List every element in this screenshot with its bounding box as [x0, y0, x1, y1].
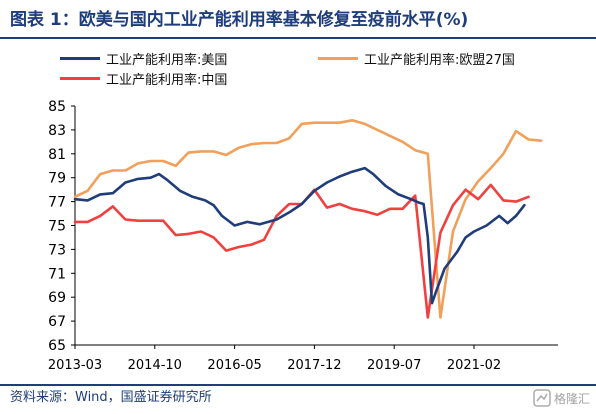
legend-swatch-cn — [60, 76, 100, 80]
x-tick-label: 2013-03 — [48, 358, 102, 373]
series-line-us — [73, 166, 526, 305]
y-tick-label: 83 — [48, 123, 66, 139]
x-tick-label: 2019-07 — [367, 358, 421, 373]
y-tick-label: 65 — [48, 338, 66, 354]
x-tick-label: 2016-05 — [207, 358, 261, 373]
legend-item-cn: 工业产能利用率:中国 — [60, 68, 227, 88]
y-tick-label: 69 — [48, 290, 66, 306]
data-source-note: 资料来源：Wind，国盛证券研究所 — [10, 390, 212, 405]
x-tick-label: 2021-02 — [447, 358, 501, 373]
y-tick-label: 67 — [48, 314, 66, 330]
y-tick-label: 75 — [48, 219, 66, 235]
legend-label-us: 工业产能利用率:美国 — [106, 52, 228, 68]
y-tick-label: 81 — [48, 147, 66, 163]
y-tick-label: 71 — [48, 266, 66, 282]
line-chart: 65 67 69 71 73 75 77 79 81 83 85 2013-03 2014-10 2016… — [48, 99, 558, 373]
y-tick-label: 77 — [48, 195, 66, 211]
legend-label-eu: 工业产能利用率:欧盟27国 — [364, 52, 515, 68]
x-tick-label: 2014-10 — [128, 358, 182, 373]
legend-item-eu: 工业产能利用率:欧盟27国 — [318, 48, 515, 68]
legend-swatch-eu — [318, 56, 358, 60]
footer-divider — [0, 384, 596, 386]
chart-title: 图表 1：欧美与国内工业产能利用率基本修复至疫前水平(%) — [10, 10, 469, 30]
chart-legend: 工业产能利用率:美国 工业产能利用率:欧盟27国 工业产能利用率:中国 — [0, 42, 596, 92]
y-tick-label: 85 — [48, 99, 66, 115]
legend-item-us: 工业产能利用率:美国 — [60, 48, 227, 68]
y-tick-label: 73 — [48, 242, 66, 258]
watermark: 格隆汇 — [533, 388, 590, 408]
y-tick-label: 79 — [48, 171, 66, 187]
legend-swatch-us — [60, 56, 100, 60]
x-tick-label: 2017-12 — [287, 358, 341, 373]
watermark-logo-icon — [533, 389, 551, 407]
watermark-text: 格隆汇 — [553, 391, 590, 406]
title-divider — [0, 37, 596, 39]
series-line-eu — [73, 119, 543, 319]
legend-label-cn: 工业产能利用率:中国 — [106, 72, 228, 88]
